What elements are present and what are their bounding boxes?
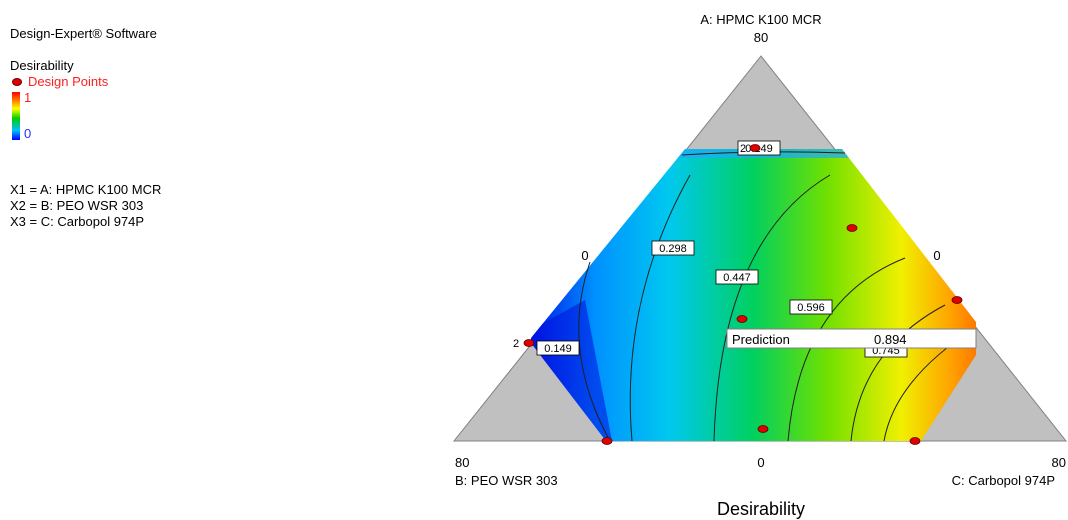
design-point-icon [12, 78, 22, 86]
edge-label-left: 0 [581, 248, 588, 263]
design-point [951, 296, 963, 304]
design-point [736, 315, 748, 323]
prediction-value: 0.894 [874, 332, 907, 347]
point-count-label: 2 [513, 338, 519, 350]
factor-x2: X2 = B: PEO WSR 303 [10, 198, 144, 213]
point-count-label: 2 [740, 143, 746, 155]
design-point [757, 425, 769, 433]
contour-line [629, 174, 691, 442]
vertex-c-name: C: Carbopol 974P [952, 473, 1055, 488]
design-points-legend: Design Points [10, 74, 161, 90]
scale-min-label: 0 [24, 126, 32, 141]
color-scale-bar [12, 92, 20, 140]
vertex-a-value: 80 [754, 30, 768, 45]
prediction-label: Prediction [732, 332, 790, 347]
legend-panel: Design-Expert® Software Desirability Des… [10, 26, 161, 230]
contour-label: 0.596 [797, 302, 825, 314]
vertex-b-name: B: PEO WSR 303 [455, 473, 558, 488]
design-point [601, 437, 613, 445]
vertex-a-name: A: HPMC K100 MCR [700, 12, 821, 27]
response-label: Desirability [10, 58, 74, 73]
contour-line [850, 304, 946, 442]
contour-label: 0.298 [659, 243, 687, 255]
factor-x1: X1 = A: HPMC K100 MCR [10, 182, 162, 197]
factor-x3: X3 = C: Carbopol 974P [10, 214, 145, 229]
chart-title: Desirability [717, 499, 805, 519]
design-point [909, 437, 921, 445]
contour-line [578, 261, 611, 442]
vertex-c-value: 80 [1052, 455, 1066, 470]
edge-label-right: 0 [933, 248, 940, 263]
design-points [523, 144, 963, 445]
desirability-surface [531, 149, 976, 441]
contour-labels: 0.149 0.298 0.447 0.596 0.745 0.149 [536, 140, 908, 358]
design-point [846, 224, 858, 232]
scale-max-label: 1 [24, 90, 32, 105]
vertex-b-value: 80 [455, 455, 469, 470]
factor-list: X1 = A: HPMC K100 MCR X2 = B: PEO WSR 30… [10, 182, 161, 230]
color-scale: 1 0 [10, 90, 161, 141]
contour-label: 0.149 [544, 343, 572, 355]
software-label: Design-Expert® Software [10, 26, 157, 41]
prediction-flag: Prediction 0.894 [726, 328, 977, 349]
design-points-label: Design Points [28, 74, 109, 89]
design-point [749, 144, 761, 152]
contour-line [787, 257, 906, 442]
contour-label: 0.447 [723, 272, 751, 284]
design-point [523, 339, 535, 347]
edge-label-bottom: 0 [757, 455, 764, 470]
